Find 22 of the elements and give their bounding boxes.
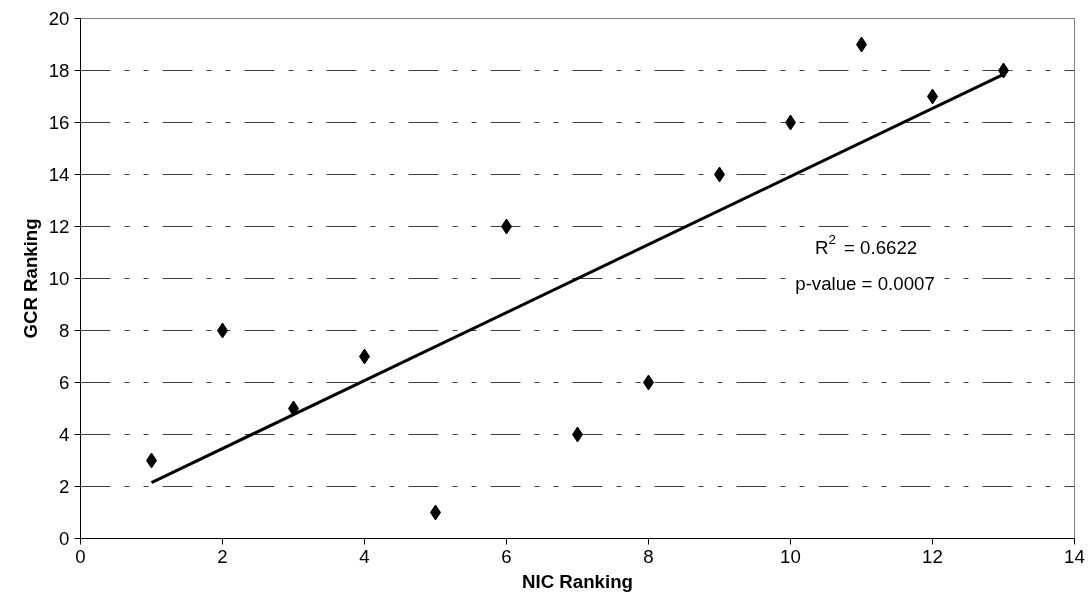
y-tick-label: 6 [59, 372, 70, 393]
y-tick-label: 16 [48, 112, 70, 133]
x-tick-label: 10 [780, 545, 801, 567]
y-axis-title: GCR Ranking [19, 218, 41, 339]
y-tick-label: 20 [48, 8, 70, 29]
y-tick-label: 18 [48, 60, 70, 81]
x-tick-label: 12 [922, 545, 943, 567]
x-axis-title: NIC Ranking [522, 570, 633, 592]
x-tick-label: 8 [643, 545, 654, 567]
y-tick-label: 2 [59, 476, 70, 497]
x-tick-label: 14 [1064, 545, 1085, 567]
x-tick-label: 6 [501, 545, 512, 567]
x-tick-label: 2 [217, 545, 228, 567]
y-tick-label: 14 [48, 164, 70, 185]
y-tick-label: 0 [59, 528, 70, 549]
y-tick-label: 10 [48, 268, 70, 289]
y-tick-label: 12 [48, 216, 70, 237]
x-tick-label: 4 [359, 545, 370, 567]
annotation: p-value = 0.0007 [795, 273, 935, 295]
y-tick-label: 4 [59, 424, 70, 445]
x-tick-label: 0 [75, 545, 86, 567]
y-tick-label: 8 [59, 320, 70, 341]
